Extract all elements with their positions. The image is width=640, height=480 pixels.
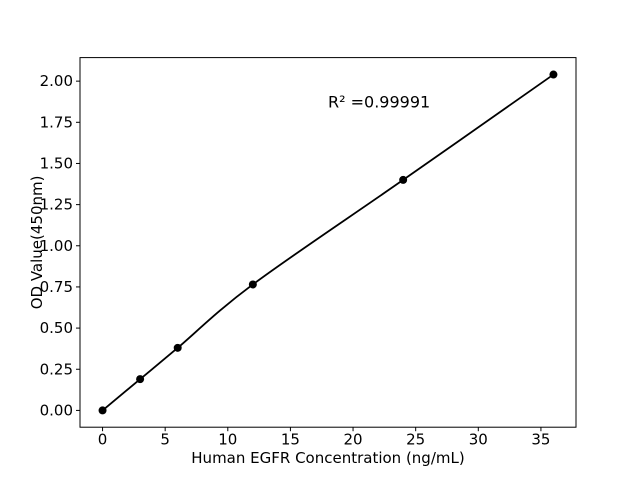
plot-area: 0 5 10 15 20 25 30 35 0.00 0.25 0.50 0.75 1.00 1.25 1.… [40, 57, 577, 449]
x-tick-label: 20 [344, 431, 363, 449]
data-point [549, 70, 558, 79]
y-tick-label: 0.25 [40, 360, 73, 378]
x-tick-label: 5 [160, 431, 170, 449]
y-tick-label: 0.75 [40, 278, 73, 296]
fit-line [101, 73, 554, 412]
y-tick-label: 1.25 [40, 196, 73, 214]
axes-spines [79, 57, 577, 428]
r-squared-annotation: R² =0.99991 [328, 92, 430, 111]
x-tick-label: 0 [98, 431, 108, 449]
data-point [173, 343, 182, 352]
y-axis-label: OD Value(450nm) [28, 176, 46, 310]
data-point [98, 406, 107, 415]
y-tick-label: 0.50 [40, 319, 73, 337]
x-tick-label: 25 [406, 431, 425, 449]
y-tick-label: 1.75 [40, 113, 73, 131]
data-point [248, 280, 257, 289]
y-tick-label: 1.00 [40, 237, 73, 255]
y-tick-label: 0.00 [40, 401, 73, 419]
data-point [399, 175, 408, 184]
x-tick-label: 35 [531, 431, 550, 449]
x-axis-label: Human EGFR Concentration (ng/mL) [191, 449, 464, 467]
x-tick-label: 30 [469, 431, 488, 449]
x-tick-label: 10 [218, 431, 237, 449]
data-point [136, 375, 145, 384]
y-tick-label: 2.00 [40, 72, 73, 90]
x-tick-label: 15 [281, 431, 300, 449]
y-tick-label: 1.50 [40, 154, 73, 172]
